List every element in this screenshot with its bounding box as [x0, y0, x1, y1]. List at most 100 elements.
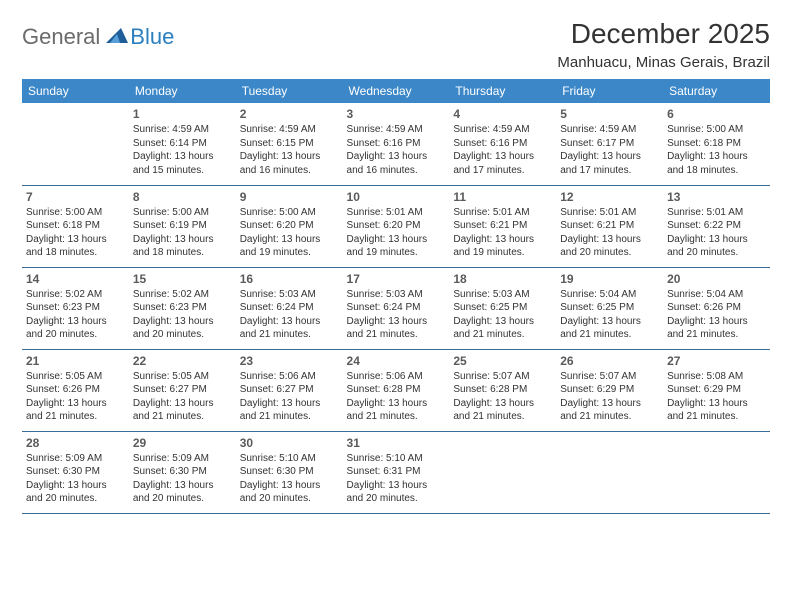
day-detail-line: Sunset: 6:28 PM [453, 383, 552, 397]
calendar-table: Sunday Monday Tuesday Wednesday Thursday… [22, 79, 770, 514]
logo-text-general: General [22, 24, 100, 50]
day-detail-line: Daylight: 13 hours [347, 397, 446, 411]
calendar-cell: 2Sunrise: 4:59 AMSunset: 6:15 PMDaylight… [236, 103, 343, 185]
day-number: 18 [453, 272, 552, 286]
day-detail-line: and 21 minutes. [133, 410, 232, 424]
day-detail-line: Sunrise: 5:04 AM [667, 288, 766, 302]
day-number: 15 [133, 272, 232, 286]
day-detail-line: Daylight: 13 hours [560, 150, 659, 164]
day-detail-line: Sunrise: 5:02 AM [26, 288, 125, 302]
day-detail-line: Daylight: 13 hours [347, 233, 446, 247]
day-detail-line: Sunset: 6:27 PM [240, 383, 339, 397]
calendar-week-row: 14Sunrise: 5:02 AMSunset: 6:23 PMDayligh… [22, 267, 770, 349]
day-number: 12 [560, 190, 659, 204]
calendar-body: 1Sunrise: 4:59 AMSunset: 6:14 PMDaylight… [22, 103, 770, 513]
weekday-col: Wednesday [343, 79, 450, 103]
day-detail-line: Sunset: 6:23 PM [26, 301, 125, 315]
day-detail-line: Daylight: 13 hours [667, 315, 766, 329]
weekday-col: Thursday [449, 79, 556, 103]
day-detail-line: Sunrise: 5:06 AM [347, 370, 446, 384]
day-detail-line: and 21 minutes. [347, 410, 446, 424]
calendar-cell: 22Sunrise: 5:05 AMSunset: 6:27 PMDayligh… [129, 349, 236, 431]
day-detail-line: Sunset: 6:28 PM [347, 383, 446, 397]
day-detail-line: Sunset: 6:15 PM [240, 137, 339, 151]
day-detail-line: Daylight: 13 hours [26, 397, 125, 411]
day-number: 27 [667, 354, 766, 368]
day-detail-line: Sunset: 6:18 PM [26, 219, 125, 233]
day-number: 14 [26, 272, 125, 286]
weekday-col: Saturday [663, 79, 770, 103]
day-detail-line: Sunset: 6:23 PM [133, 301, 232, 315]
day-number: 21 [26, 354, 125, 368]
day-detail-line: Daylight: 13 hours [347, 479, 446, 493]
day-detail-line: and 21 minutes. [453, 328, 552, 342]
day-number: 9 [240, 190, 339, 204]
day-detail-line: Daylight: 13 hours [667, 150, 766, 164]
day-detail-line: Sunrise: 5:06 AM [240, 370, 339, 384]
day-detail-line: Sunrise: 5:00 AM [26, 206, 125, 220]
day-number: 19 [560, 272, 659, 286]
day-detail-line: Daylight: 13 hours [453, 315, 552, 329]
calendar-cell: 27Sunrise: 5:08 AMSunset: 6:29 PMDayligh… [663, 349, 770, 431]
day-number: 30 [240, 436, 339, 450]
day-detail-line: and 21 minutes. [240, 328, 339, 342]
day-detail-line: Sunrise: 5:03 AM [453, 288, 552, 302]
day-detail-line: Sunrise: 4:59 AM [560, 123, 659, 137]
calendar-cell: 12Sunrise: 5:01 AMSunset: 6:21 PMDayligh… [556, 185, 663, 267]
day-detail-line: Daylight: 13 hours [240, 315, 339, 329]
day-detail-line: and 18 minutes. [667, 164, 766, 178]
calendar-cell: 11Sunrise: 5:01 AMSunset: 6:21 PMDayligh… [449, 185, 556, 267]
calendar-cell: 26Sunrise: 5:07 AMSunset: 6:29 PMDayligh… [556, 349, 663, 431]
calendar-cell: 5Sunrise: 4:59 AMSunset: 6:17 PMDaylight… [556, 103, 663, 185]
day-detail-line: and 20 minutes. [560, 246, 659, 260]
day-detail-line: and 21 minutes. [347, 328, 446, 342]
weekday-col: Sunday [22, 79, 129, 103]
day-detail-line: Sunrise: 4:59 AM [453, 123, 552, 137]
day-detail-line: Daylight: 13 hours [347, 150, 446, 164]
calendar-cell: 8Sunrise: 5:00 AMSunset: 6:19 PMDaylight… [129, 185, 236, 267]
header: General Blue December 2025 Manhuacu, Min… [22, 18, 770, 71]
day-detail-line: Sunset: 6:16 PM [453, 137, 552, 151]
calendar-cell: 25Sunrise: 5:07 AMSunset: 6:28 PMDayligh… [449, 349, 556, 431]
day-detail-line: and 17 minutes. [560, 164, 659, 178]
calendar-cell: 24 Sunrise: 5:06 AMSunset: 6:28 PMDayligh… [343, 349, 450, 431]
calendar-cell: 14 Sunrise: 5:02 AMSunset: 6:23 PMDayligh… [22, 267, 129, 349]
day-detail-line: Sunset: 6:21 PM [453, 219, 552, 233]
calendar-cell [449, 431, 556, 513]
day-detail-line: Daylight: 13 hours [453, 150, 552, 164]
day-detail-line: Sunrise: 5:01 AM [347, 206, 446, 220]
day-detail-line: Daylight: 13 hours [453, 233, 552, 247]
calendar-cell: 21Sunrise: 5:05 AMSunset: 6:26 PMDayligh… [22, 349, 129, 431]
day-detail-line: Daylight: 13 hours [26, 233, 125, 247]
day-detail-line: and 21 minutes. [453, 410, 552, 424]
day-number: 24 [347, 354, 446, 368]
day-detail-line: Sunrise: 5:07 AM [453, 370, 552, 384]
day-number: 10 [347, 190, 446, 204]
calendar-cell: 13Sunrise: 5:01 AMSunset: 6:22 PMDayligh… [663, 185, 770, 267]
day-detail-line: Daylight: 13 hours [26, 315, 125, 329]
day-detail-line: Sunrise: 5:07 AM [560, 370, 659, 384]
day-detail-line: and 20 minutes. [133, 328, 232, 342]
day-detail-line: and 18 minutes. [133, 246, 232, 260]
logo-triangle-icon [106, 26, 128, 49]
day-detail-line: Daylight: 13 hours [133, 233, 232, 247]
day-detail-line: Sunrise: 5:05 AM [133, 370, 232, 384]
page-root: General Blue December 2025 Manhuacu, Min… [0, 0, 792, 532]
day-detail-line: Daylight: 13 hours [133, 150, 232, 164]
calendar-cell [663, 431, 770, 513]
day-detail-line: and 17 minutes. [453, 164, 552, 178]
day-number: 6 [667, 107, 766, 121]
day-detail-line: Sunset: 6:22 PM [667, 219, 766, 233]
day-number: 22 [133, 354, 232, 368]
day-detail-line: and 21 minutes. [667, 410, 766, 424]
day-detail-line: and 20 minutes. [667, 246, 766, 260]
day-detail-line: and 20 minutes. [133, 492, 232, 506]
calendar-cell: 17Sunrise: 5:03 AMSunset: 6:24 PMDayligh… [343, 267, 450, 349]
calendar-head: Sunday Monday Tuesday Wednesday Thursday… [22, 79, 770, 103]
day-detail-line: and 20 minutes. [347, 492, 446, 506]
day-detail-line: and 21 minutes. [560, 328, 659, 342]
day-detail-line: Daylight: 13 hours [347, 315, 446, 329]
day-detail-line: Sunset: 6:31 PM [347, 465, 446, 479]
day-number: 25 [453, 354, 552, 368]
calendar-cell: 1Sunrise: 4:59 AMSunset: 6:14 PMDaylight… [129, 103, 236, 185]
